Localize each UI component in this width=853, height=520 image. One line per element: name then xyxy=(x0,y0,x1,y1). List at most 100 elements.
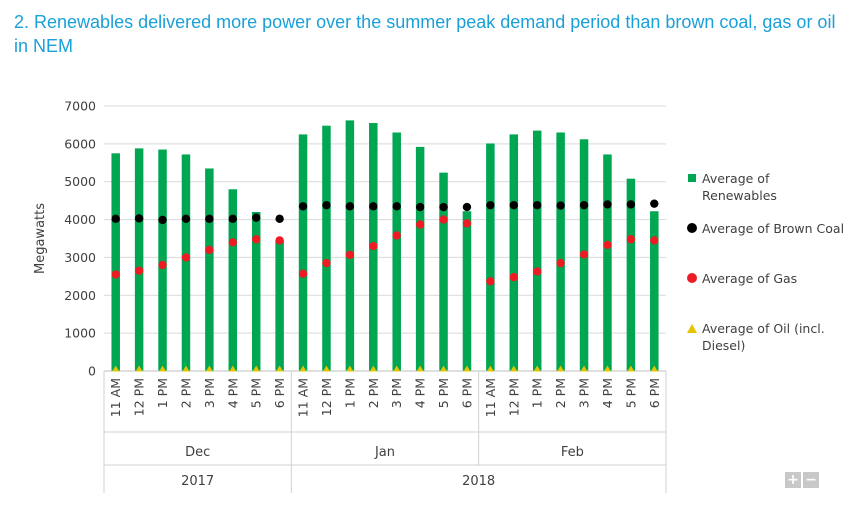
x-tick-label: 6 PM xyxy=(647,378,662,408)
x-tick-label: 11 AM xyxy=(296,378,311,417)
bar-renewables xyxy=(626,178,636,371)
y-tick-label: 4000 xyxy=(64,212,96,227)
bar-renewables xyxy=(345,120,355,371)
x-tick-label: 2 PM xyxy=(178,378,193,408)
point-brown-coal xyxy=(134,214,144,223)
point-oil xyxy=(252,365,260,372)
legend-item-renewables[interactable]: Average of Renewables xyxy=(686,170,846,220)
point-brown-coal xyxy=(556,201,565,210)
point-gas xyxy=(415,220,425,229)
x-tick-label: 5 PM xyxy=(436,378,451,408)
x-tick-label: 1 PM xyxy=(530,378,545,408)
x-tick-label: 5 PM xyxy=(623,378,638,408)
point-oil xyxy=(159,365,167,372)
y-tick-label: 0 xyxy=(88,364,96,379)
legend-label: Average of Brown Coal xyxy=(702,221,845,236)
point-brown-coal xyxy=(111,214,120,224)
black-dot-icon xyxy=(686,220,699,236)
point-brown-coal xyxy=(462,202,472,212)
y-axis-title: Megawatts xyxy=(33,203,48,274)
point-gas xyxy=(322,258,331,268)
y-tick-label: 3000 xyxy=(64,250,96,265)
point-gas xyxy=(205,245,214,255)
bar-renewables xyxy=(298,134,308,371)
point-oil xyxy=(182,365,190,372)
point-oil xyxy=(112,365,120,372)
point-oil xyxy=(627,365,635,372)
x-tick-label: 3 PM xyxy=(202,378,217,408)
y-tick-label: 1000 xyxy=(64,326,96,341)
point-brown-coal xyxy=(486,200,495,210)
x-tick-label: 6 PM xyxy=(459,378,474,408)
year-label: 2017 xyxy=(181,474,214,489)
point-brown-coal xyxy=(439,202,448,212)
bar-renewables xyxy=(603,154,612,371)
x-tick-label: 1 PM xyxy=(342,378,357,408)
x-tick-label: 1 PM xyxy=(155,378,170,408)
point-oil xyxy=(510,365,518,372)
y-tick-label: 7000 xyxy=(64,99,96,114)
bar-renewables xyxy=(158,149,167,371)
legend-item-oil[interactable]: Average of Oil (incl. Diesel) xyxy=(686,320,846,370)
year-label: 2018 xyxy=(462,474,495,489)
bar-renewables xyxy=(322,125,331,371)
point-brown-coal xyxy=(322,200,331,210)
point-oil xyxy=(299,365,307,372)
month-label: Jan xyxy=(374,445,395,460)
x-tick-label: 11 AM xyxy=(483,378,498,417)
point-brown-coal xyxy=(603,200,612,209)
y-tick-label: 2000 xyxy=(64,288,96,303)
bar-renewables xyxy=(205,168,214,371)
point-oil xyxy=(650,365,658,372)
point-gas xyxy=(181,253,191,262)
x-tick-label: 6 PM xyxy=(272,378,287,408)
point-gas xyxy=(252,235,261,244)
legend-label: Average of Renewables xyxy=(702,171,777,203)
point-oil xyxy=(533,365,541,372)
point-brown-coal xyxy=(650,199,659,208)
bar-renewables xyxy=(111,153,120,371)
x-tick-label: 12 PM xyxy=(132,378,147,416)
y-tick-label: 5000 xyxy=(64,174,96,189)
point-oil xyxy=(135,365,143,372)
point-gas xyxy=(509,272,518,282)
point-gas xyxy=(556,258,565,268)
point-oil xyxy=(557,365,565,372)
point-brown-coal xyxy=(509,200,518,210)
chart-title: 2. Renewables delivered more power over … xyxy=(14,12,836,56)
point-oil xyxy=(393,365,401,372)
point-gas xyxy=(603,240,612,250)
zoom-out-button[interactable]: − xyxy=(803,472,819,488)
legend-item-gas[interactable]: Average of Gas xyxy=(686,270,846,320)
point-oil xyxy=(229,365,237,372)
point-brown-coal xyxy=(533,200,542,210)
point-oil xyxy=(276,365,284,372)
legend-label: Average of Gas xyxy=(702,271,798,286)
x-tick-label: 5 PM xyxy=(249,378,264,408)
month-label: Feb xyxy=(561,445,584,460)
point-oil xyxy=(486,365,494,372)
point-brown-coal xyxy=(415,202,425,212)
green-square-icon xyxy=(686,170,699,186)
legend-item-brown-coal[interactable]: Average of Brown Coal xyxy=(686,220,846,270)
bar-renewables xyxy=(228,189,238,371)
legend: Average of Renewables Average of Brown C… xyxy=(686,170,846,370)
point-gas xyxy=(579,250,589,259)
point-oil xyxy=(369,365,377,372)
point-gas xyxy=(439,215,448,224)
point-gas xyxy=(486,277,495,286)
bar-renewables xyxy=(251,212,261,371)
point-gas xyxy=(158,260,167,270)
point-oil xyxy=(205,365,213,372)
point-oil xyxy=(603,365,611,372)
point-brown-coal xyxy=(626,200,636,209)
point-oil xyxy=(346,365,354,372)
zoom-in-button[interactable]: + xyxy=(785,472,801,488)
x-tick-label: 2 PM xyxy=(553,378,568,408)
bar-renewables xyxy=(650,211,659,371)
point-brown-coal xyxy=(205,214,214,224)
point-oil xyxy=(463,365,471,372)
point-gas xyxy=(369,241,378,251)
point-gas xyxy=(650,236,659,245)
